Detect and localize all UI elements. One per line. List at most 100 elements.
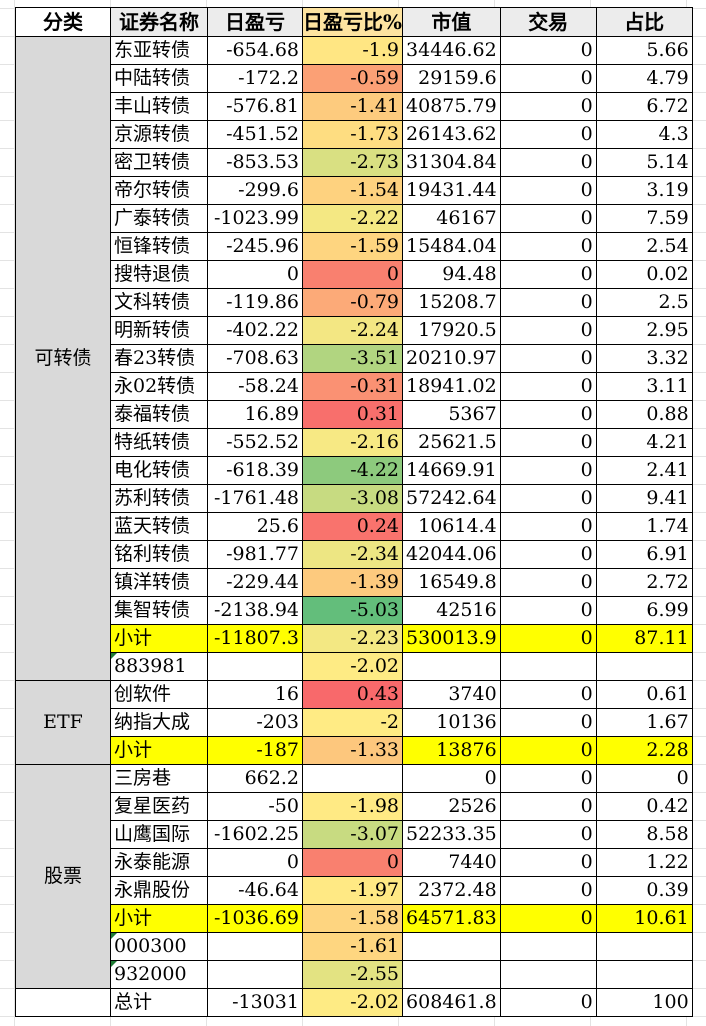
value-cell[interactable]: 29159.6	[402, 64, 501, 93]
pnl-pct-cell[interactable]: -1.97	[301, 876, 404, 905]
pnl-pct-cell[interactable]: -2.16	[301, 428, 404, 457]
pnl-cell[interactable]: -50	[207, 792, 303, 821]
value-cell[interactable]	[402, 652, 501, 681]
name-cell[interactable]: 恒锋转债	[110, 232, 208, 261]
share-cell[interactable]: 2.72	[595, 568, 693, 597]
pnl-pct-cell[interactable]: -2.02	[301, 988, 404, 1017]
trade-cell[interactable]: 0	[499, 680, 597, 709]
pnl-cell[interactable]: 16	[207, 680, 303, 709]
header-value[interactable]: 市值	[402, 7, 501, 37]
value-cell[interactable]: 10614.4	[402, 512, 501, 541]
header-category[interactable]: 分类	[15, 7, 111, 37]
share-cell[interactable]	[595, 652, 693, 681]
trade-cell[interactable]: 0	[499, 36, 597, 65]
pnl-cell[interactable]: 0	[207, 260, 303, 289]
pnl-cell[interactable]: -576.81	[207, 92, 303, 121]
share-cell[interactable]: 87.11	[595, 624, 693, 653]
name-cell[interactable]: 永泰能源	[110, 848, 208, 877]
share-cell[interactable]: 0.39	[595, 876, 693, 905]
trade-cell[interactable]: 0	[499, 428, 597, 457]
value-cell[interactable]: 94.48	[402, 260, 501, 289]
name-cell[interactable]: 京源转债	[110, 120, 208, 149]
trade-cell[interactable]: 0	[499, 120, 597, 149]
value-cell[interactable]: 0	[402, 764, 501, 793]
pnl-pct-cell[interactable]: -1.41	[301, 92, 404, 121]
pnl-pct-cell[interactable]: -0.31	[301, 372, 404, 401]
trade-cell[interactable]: 0	[499, 904, 597, 933]
header-share[interactable]: 占比	[595, 7, 693, 37]
name-cell[interactable]: 小计	[110, 736, 208, 765]
share-cell[interactable]: 2.5	[595, 288, 693, 317]
pnl-pct-cell[interactable]: 0.24	[301, 512, 404, 541]
share-cell[interactable]: 9.41	[595, 484, 693, 513]
value-cell[interactable]: 15484.04	[402, 232, 501, 261]
value-cell[interactable]: 31304.84	[402, 148, 501, 177]
pnl-pct-cell[interactable]: -1.73	[301, 120, 404, 149]
pnl-cell[interactable]: -1761.48	[207, 484, 303, 513]
trade-cell[interactable]: 0	[499, 372, 597, 401]
value-cell[interactable]: 42044.06	[402, 540, 501, 569]
header-pnl-pct[interactable]: 日盈亏比%	[301, 7, 404, 37]
trade-cell[interactable]: 0	[499, 64, 597, 93]
share-cell[interactable]: 6.99	[595, 596, 693, 625]
header-trade[interactable]: 交易	[499, 7, 597, 37]
name-cell[interactable]: 文科转债	[110, 288, 208, 317]
category-cell[interactable]: 可转债	[15, 36, 111, 681]
name-cell[interactable]: 纳指大成	[110, 708, 208, 737]
value-cell[interactable]: 17920.5	[402, 316, 501, 345]
name-cell[interactable]: 山鹰国际	[110, 820, 208, 849]
name-cell[interactable]: 广泰转债	[110, 204, 208, 233]
pnl-cell[interactable]: -853.53	[207, 148, 303, 177]
pnl-pct-cell[interactable]: -3.07	[301, 820, 404, 849]
pnl-pct-cell[interactable]: -1.54	[301, 176, 404, 205]
trade-cell[interactable]: 0	[499, 316, 597, 345]
trade-cell[interactable]: 0	[499, 204, 597, 233]
pnl-cell[interactable]: -402.22	[207, 316, 303, 345]
pnl-pct-cell[interactable]: -2.24	[301, 316, 404, 345]
value-cell[interactable]: 3740	[402, 680, 501, 709]
pnl-pct-cell[interactable]: -1.59	[301, 232, 404, 261]
share-cell[interactable]: 3.19	[595, 176, 693, 205]
name-cell[interactable]: 932000	[110, 960, 208, 989]
trade-cell[interactable]: 0	[499, 344, 597, 373]
name-cell[interactable]: 集智转债	[110, 596, 208, 625]
pnl-cell[interactable]	[207, 652, 303, 681]
trade-cell[interactable]: 0	[499, 568, 597, 597]
value-cell[interactable]: 14669.91	[402, 456, 501, 485]
trade-cell[interactable]: 0	[499, 708, 597, 737]
share-cell[interactable]: 0.02	[595, 260, 693, 289]
share-cell[interactable]: 6.91	[595, 540, 693, 569]
pnl-cell[interactable]: -187	[207, 736, 303, 765]
trade-cell[interactable]: 0	[499, 624, 597, 653]
value-cell[interactable]: 40875.79	[402, 92, 501, 121]
trade-cell[interactable]: 0	[499, 484, 597, 513]
share-cell[interactable]: 2.54	[595, 232, 693, 261]
name-cell[interactable]: 春23转债	[110, 344, 208, 373]
name-cell[interactable]: 苏利转债	[110, 484, 208, 513]
trade-cell[interactable]	[499, 932, 597, 961]
pnl-cell[interactable]: -708.63	[207, 344, 303, 373]
pnl-pct-cell[interactable]	[301, 764, 404, 793]
name-cell[interactable]: 总计	[110, 988, 208, 1017]
pnl-pct-cell[interactable]: -2.55	[301, 960, 404, 989]
trade-cell[interactable]: 0	[499, 288, 597, 317]
value-cell[interactable]	[402, 932, 501, 961]
share-cell[interactable]: 2.95	[595, 316, 693, 345]
name-cell[interactable]: 搜特退债	[110, 260, 208, 289]
name-cell[interactable]: 883981	[110, 652, 208, 681]
pnl-pct-cell[interactable]: -3.08	[301, 484, 404, 513]
trade-cell[interactable]: 0	[499, 848, 597, 877]
share-cell[interactable]: 10.61	[595, 904, 693, 933]
trade-cell[interactable]: 0	[499, 792, 597, 821]
trade-cell[interactable]: 0	[499, 820, 597, 849]
value-cell[interactable]: 52233.35	[402, 820, 501, 849]
pnl-cell[interactable]	[207, 932, 303, 961]
pnl-pct-cell[interactable]: 0.31	[301, 400, 404, 429]
name-cell[interactable]: 帝尔转债	[110, 176, 208, 205]
trade-cell[interactable]: 0	[499, 232, 597, 261]
name-cell[interactable]: 丰山转债	[110, 92, 208, 121]
name-cell[interactable]: 特纸转债	[110, 428, 208, 457]
value-cell[interactable]: 42516	[402, 596, 501, 625]
pnl-cell[interactable]: -58.24	[207, 372, 303, 401]
trade-cell[interactable]: 0	[499, 148, 597, 177]
